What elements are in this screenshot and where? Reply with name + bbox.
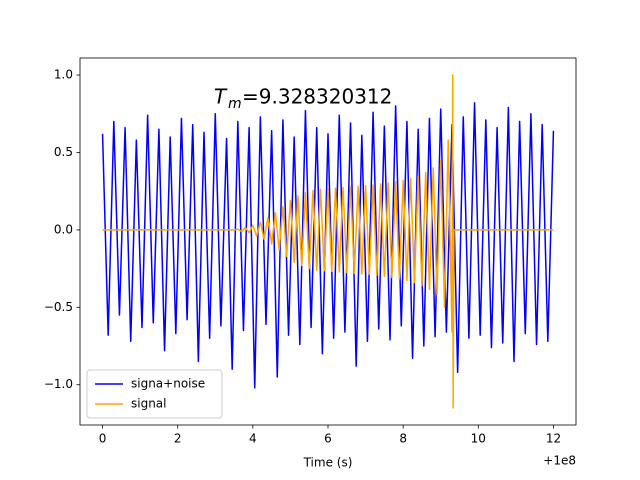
x-tick-label: 12 xyxy=(546,432,561,446)
legend-label: signal xyxy=(131,397,167,411)
x-tick-label: 0 xyxy=(99,432,107,446)
y-tick-label: −0.5 xyxy=(44,300,73,314)
y-tick-label: 0.0 xyxy=(54,222,73,236)
x-tick-label: 4 xyxy=(249,432,257,446)
series-line xyxy=(102,74,554,409)
x-tick-label: 6 xyxy=(324,432,332,446)
x-tick-label: 10 xyxy=(471,432,486,446)
legend-box xyxy=(86,369,223,419)
series-line xyxy=(101,102,555,389)
annotation-symbol: T xyxy=(214,85,228,109)
annotation-text: =9.328320312 xyxy=(242,85,392,109)
y-tick-label: 1.0 xyxy=(54,68,73,82)
x-axis-label: Time (s) xyxy=(303,456,353,470)
legend-label: signa+noise xyxy=(131,377,205,391)
y-tick-label: −1.0 xyxy=(44,377,73,391)
annotation-subscript: m xyxy=(228,96,242,112)
x-tick-label: 8 xyxy=(399,432,407,446)
plot-area xyxy=(101,74,555,409)
x-tick-label: 2 xyxy=(174,432,182,446)
x-offset-label: +1e8 xyxy=(543,454,576,468)
y-tick-label: 0.5 xyxy=(54,145,73,159)
